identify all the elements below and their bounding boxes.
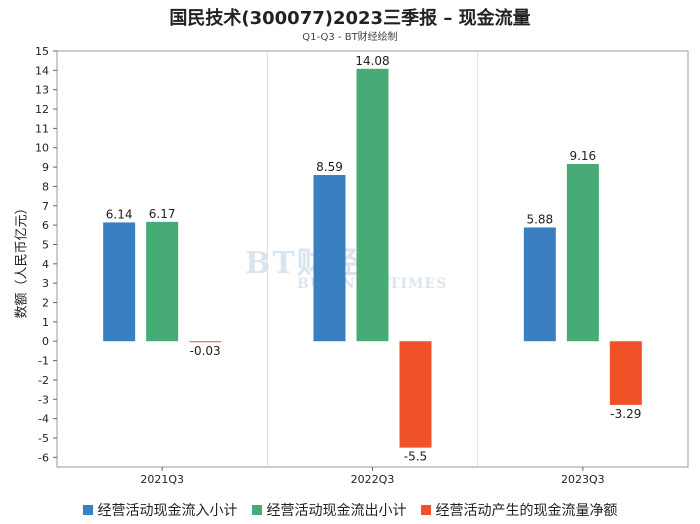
y-tick-label: 10	[35, 142, 49, 155]
bar	[103, 222, 136, 342]
y-tick-label: 1	[42, 316, 49, 329]
chart-subtitle: Q1-Q3 - BT财经绘制	[302, 32, 398, 43]
legend-swatch	[251, 505, 262, 515]
data-label: -5.5	[404, 450, 427, 464]
y-tick-label: 4	[42, 258, 49, 271]
data-label: 8.59	[316, 160, 343, 174]
y-tick-label: 3	[42, 277, 49, 290]
data-label: 6.14	[106, 207, 133, 221]
x-tick-label: 2022Q3	[351, 473, 395, 486]
x-tick-label: 2023Q3	[561, 473, 605, 486]
bar	[566, 163, 599, 342]
legend-item-net: 经营活动产生的现金流量净额	[420, 500, 618, 520]
legend: 经营活动现金流入小计 经营活动现金流出小计 经营活动产生的现金流量净额	[0, 500, 700, 520]
bar	[189, 341, 222, 343]
bar	[146, 221, 179, 342]
bar	[523, 227, 556, 342]
y-tick-label: 0	[42, 335, 49, 348]
y-tick-label: 13	[35, 84, 49, 97]
y-tick-label: 8	[42, 180, 49, 193]
legend-label: 经营活动产生的现金流量净额	[435, 503, 618, 519]
y-tick-label: -5	[38, 432, 49, 445]
y-tick-label: -1	[38, 355, 49, 368]
y-tick-label: -3	[38, 393, 49, 406]
data-label: -3.29	[610, 407, 641, 421]
y-tick-label: 12	[35, 103, 49, 116]
y-tick-label: -6	[38, 451, 49, 464]
data-label: -0.03	[190, 344, 221, 358]
y-tick-label: 7	[42, 200, 49, 213]
legend-label: 经营活动现金流出小计	[266, 503, 407, 519]
y-tick-label: -2	[38, 374, 49, 387]
legend-swatch	[82, 505, 93, 515]
legend-item-inflow: 经营活动现金流入小计	[82, 500, 238, 520]
legend-item-outflow: 经营活动现金流出小计	[251, 500, 407, 520]
bar	[313, 175, 346, 342]
data-label: 6.17	[149, 207, 176, 221]
y-tick-label: 6	[42, 219, 49, 232]
data-label: 14.08	[355, 54, 389, 68]
y-tick-label: 9	[42, 161, 49, 174]
y-tick-label: -4	[38, 413, 49, 426]
y-tick-label: 14	[35, 64, 49, 77]
x-tick-label: 2021Q3	[140, 473, 184, 486]
legend-label: 经营活动现金流入小计	[97, 503, 238, 519]
y-tick-label: 2	[42, 297, 49, 310]
y-tick-label: 11	[35, 122, 49, 135]
bar	[399, 341, 432, 448]
y-tick-label: 15	[35, 45, 49, 58]
bar	[609, 341, 642, 405]
chart-title: 国民技术(300077)2023三季报 – 现金流量	[169, 8, 531, 29]
data-label: 5.88	[526, 212, 553, 226]
data-label: 9.16	[569, 149, 596, 163]
y-tick-label: 5	[42, 238, 49, 251]
bar	[356, 68, 389, 342]
legend-swatch	[420, 505, 431, 515]
